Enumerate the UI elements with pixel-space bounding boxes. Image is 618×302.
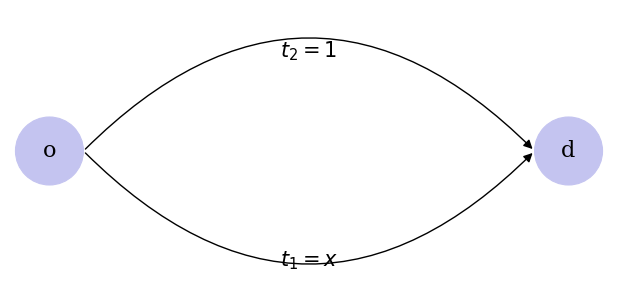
FancyArrowPatch shape	[85, 153, 531, 264]
Text: $t_2 = 1$: $t_2 = 1$	[281, 39, 337, 63]
Text: $t_1 = x$: $t_1 = x$	[280, 249, 338, 272]
Ellipse shape	[15, 117, 83, 185]
Text: o: o	[43, 140, 56, 162]
FancyArrowPatch shape	[85, 38, 531, 149]
Text: d: d	[561, 140, 576, 162]
Ellipse shape	[535, 117, 603, 185]
